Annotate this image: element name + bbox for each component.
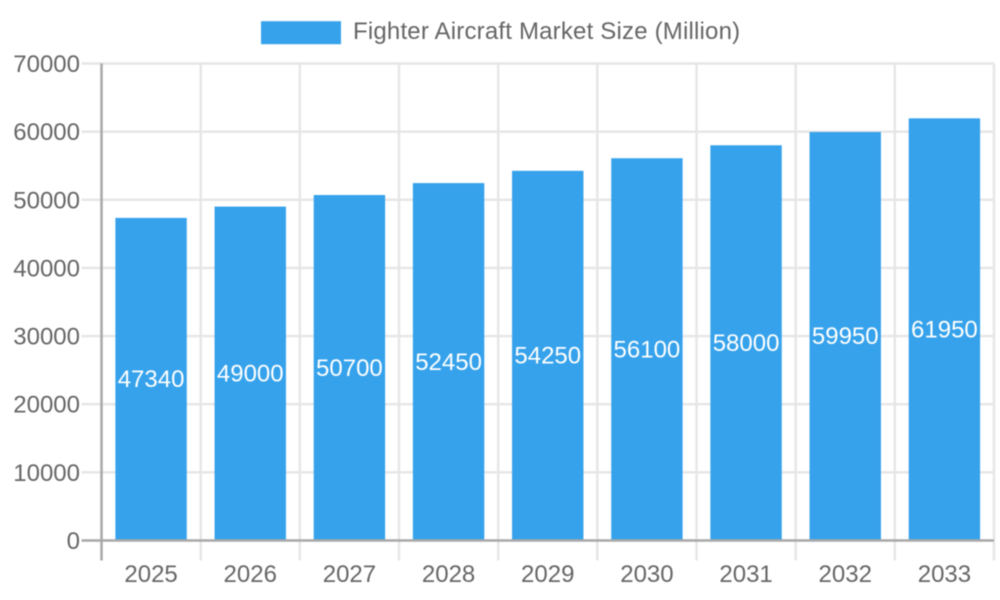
- svg-text:58000: 58000: [713, 330, 780, 357]
- svg-text:70000: 70000: [13, 51, 80, 78]
- svg-text:Fighter Aircraft Market Size (: Fighter Aircraft Market Size (Million): [353, 18, 740, 45]
- svg-text:56100: 56100: [614, 336, 681, 363]
- svg-text:50700: 50700: [316, 355, 383, 382]
- svg-text:2025: 2025: [124, 561, 177, 588]
- svg-text:54250: 54250: [514, 343, 581, 370]
- svg-text:10000: 10000: [13, 460, 80, 487]
- svg-text:2029: 2029: [521, 561, 574, 588]
- svg-text:61950: 61950: [911, 316, 978, 343]
- svg-text:2028: 2028: [422, 561, 475, 588]
- svg-text:2032: 2032: [819, 561, 872, 588]
- svg-text:2026: 2026: [224, 561, 277, 588]
- svg-text:2027: 2027: [323, 561, 376, 588]
- svg-text:20000: 20000: [13, 392, 80, 419]
- svg-text:40000: 40000: [13, 255, 80, 282]
- svg-text:52450: 52450: [415, 349, 482, 376]
- svg-text:2033: 2033: [918, 561, 971, 588]
- svg-text:50000: 50000: [13, 187, 80, 214]
- svg-text:0: 0: [67, 528, 80, 555]
- svg-text:47340: 47340: [118, 366, 185, 393]
- svg-text:30000: 30000: [13, 324, 80, 351]
- svg-text:59950: 59950: [812, 323, 879, 350]
- svg-text:2030: 2030: [620, 561, 673, 588]
- svg-text:49000: 49000: [217, 361, 284, 388]
- svg-text:2031: 2031: [719, 561, 772, 588]
- svg-text:60000: 60000: [13, 119, 80, 146]
